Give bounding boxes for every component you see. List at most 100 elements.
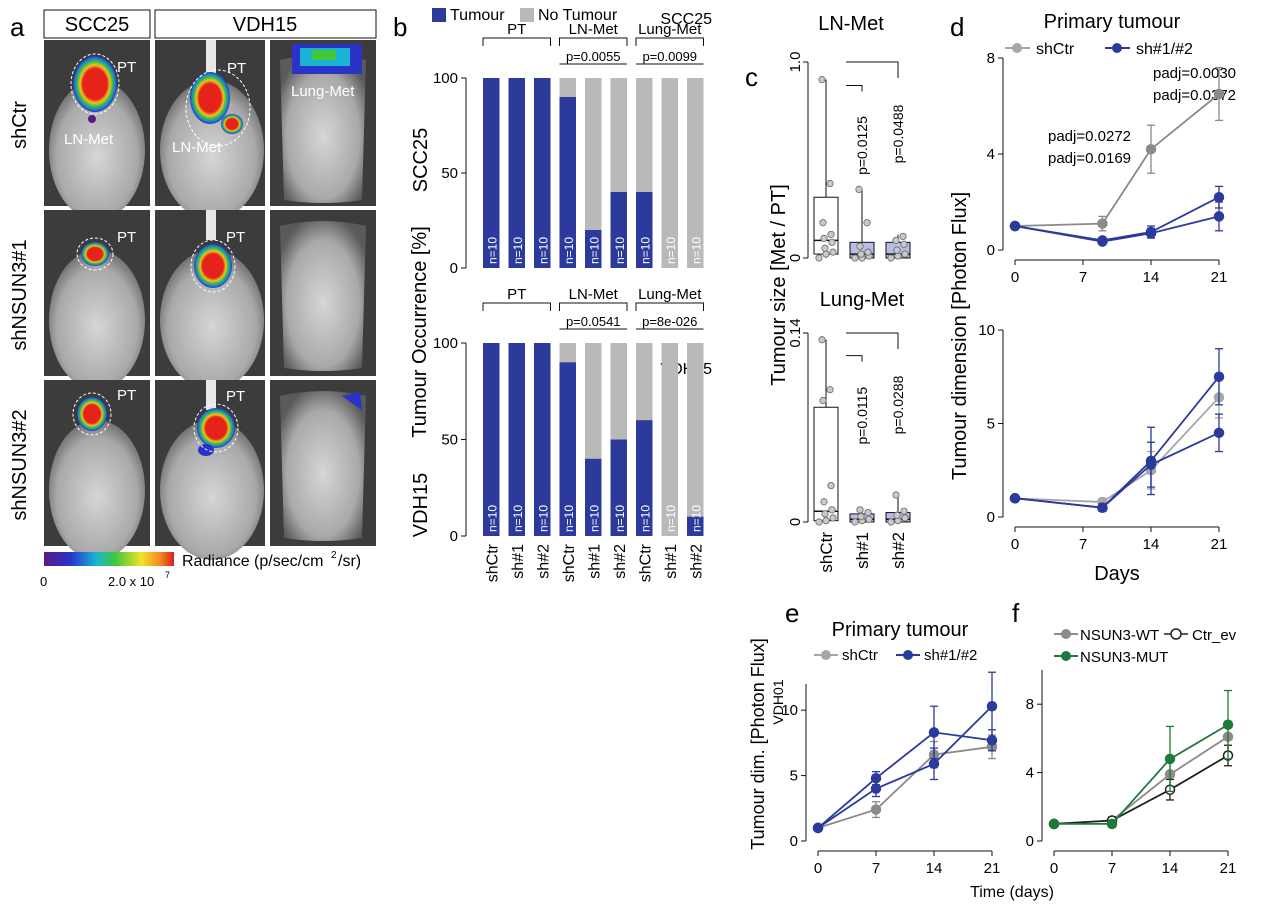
legend-marker-sh-d	[1112, 43, 1122, 53]
title-ln-met: LN-Met	[818, 13, 884, 35]
bar-tumour	[534, 343, 551, 536]
x-tick-label: 21	[984, 860, 1001, 877]
panel-a-images: a SCC25 VDH15 shCtr shNSUN3#1 shNSUN3#2 …	[9, 9, 377, 589]
box-point	[828, 238, 836, 246]
series-line	[1053, 735, 1229, 825]
label-pt-4: PT	[226, 229, 245, 246]
x-tick-label: 21	[1211, 536, 1228, 553]
x-tick-label: 14	[1143, 269, 1160, 286]
title-e: Primary tumour	[832, 619, 969, 641]
x-axis-label-d: Days	[1094, 563, 1140, 585]
legend-marker-sh-e	[903, 650, 913, 660]
series-line	[1014, 196, 1220, 242]
y-tick-label: 0	[787, 254, 804, 262]
y-tick-label: 10	[978, 322, 995, 339]
legend-no-tumour: No Tumour	[538, 7, 618, 24]
box-point	[827, 230, 835, 239]
legend-marker-wt	[1061, 629, 1071, 639]
x-tick-label: 0	[814, 860, 822, 877]
x-tick-label: 0	[1011, 269, 1019, 286]
x-tick-label: sh#1	[510, 544, 527, 579]
colorbar-min: 0	[40, 574, 47, 589]
panel-letter-f: f	[1012, 598, 1020, 628]
box-point	[857, 512, 865, 521]
x-tick-label: sh#1	[663, 544, 680, 579]
row-label-shctr: shCtr	[9, 101, 31, 149]
image-vdh15-sh2: PT	[155, 380, 265, 560]
y-tick-label: 100	[433, 335, 458, 352]
row-label-b-vdh15: VDH15	[410, 473, 432, 537]
box-point	[856, 506, 864, 514]
group-label: LN-Met	[569, 286, 619, 303]
image-vdh15-sh1-lung	[270, 210, 376, 376]
chart-c-ln-met: 0 1.0 p=0.0125 p=0.0488	[787, 52, 911, 262]
series-line	[1014, 93, 1220, 227]
group-label: Lung-Met	[638, 286, 702, 303]
p-value-label: p=0.0115	[854, 387, 870, 445]
bar-tumour	[585, 458, 602, 536]
series-line	[1014, 215, 1220, 243]
cell-line-vdh01: VDH01	[770, 679, 786, 724]
legend-tumour: Tumour	[450, 7, 505, 24]
y-tick-label: 5	[790, 768, 798, 785]
x-tick-label: 7	[1079, 536, 1087, 553]
x-tick-label: shCtr	[637, 543, 654, 582]
x-tick-label: 21	[1220, 860, 1237, 877]
colorbar-max-exponent: 7	[165, 570, 170, 580]
bar-n-label: n=10	[511, 237, 525, 264]
box-point	[822, 250, 830, 258]
p-value-label: p=0.0541	[566, 314, 621, 329]
box-point	[894, 252, 902, 260]
box-point	[820, 498, 828, 506]
label-pt-3: PT	[117, 229, 136, 246]
bar-n-label: n=10	[664, 505, 678, 532]
chart-d-vdh15: 0 5 10 0 7 14 21	[978, 322, 1227, 553]
box-point	[901, 250, 909, 258]
legend-sh-d: sh#1/#2	[1136, 41, 1193, 58]
x-tick-label: sh#1	[853, 532, 872, 569]
box-point	[887, 518, 895, 526]
significance-bracket	[846, 355, 863, 362]
chart-b-scc25: 0 50 100 n=10 n=10 n=10 n=10 n=10 n=10 n=10 n=10 n=…	[433, 21, 704, 277]
shared-x-axis-label: Time (days)	[970, 884, 1054, 901]
legend-marker-shctr-d	[1012, 43, 1022, 53]
y-tick-label: 0.14	[787, 318, 804, 347]
chart-e-vdh01: 0 5 10 0 7 14 21	[781, 671, 1001, 877]
y-tick-label: 50	[441, 432, 458, 449]
padj-b2: padj=0.0169	[1048, 150, 1131, 167]
box-point	[901, 514, 909, 522]
panel-letter-d: d	[950, 12, 964, 42]
title-lung-met: Lung-Met	[820, 289, 905, 311]
image-vdh15-shctr-lung: Lung-Met	[270, 40, 376, 206]
legend-marker-mut	[1061, 651, 1071, 661]
legend-shctr-e: shCtr	[842, 647, 878, 664]
row-label-b-scc25: SCC25	[410, 128, 432, 192]
label-lung-met: Lung-Met	[291, 83, 355, 100]
series-line	[1054, 723, 1229, 825]
image-scc25-sh1: PT	[44, 210, 150, 390]
series-line	[1014, 396, 1220, 503]
bar-no-tumour	[661, 78, 678, 268]
data-point	[1009, 220, 1021, 232]
data-point	[1106, 818, 1118, 830]
x-tick-label: sh#1	[586, 544, 603, 579]
box-point	[864, 248, 872, 256]
box-point	[851, 518, 859, 526]
panel-b-occurrence: b Tumour No Tumour SCC25 VDH15 SCC25 VDH…	[393, 7, 712, 582]
panel-letter-e: e	[785, 598, 799, 628]
colorbar-max: 2.0 x 10	[108, 574, 154, 589]
label-ln-met: LN-Met	[64, 131, 114, 148]
bar-no-tumour	[687, 78, 704, 268]
box-point	[829, 248, 837, 256]
y-tick-label: 0	[787, 518, 804, 526]
data-point	[1009, 493, 1021, 504]
box-point	[892, 491, 900, 499]
group-label: PT	[507, 21, 526, 38]
header-scc25-box	[43, 9, 151, 39]
panel-e-vdh01: e Primary tumour shCtr sh#1/#2 VDH01 Tum…	[748, 598, 1000, 877]
y-axis-label-e: Tumour dim. [Photon Flux]	[748, 638, 768, 849]
data-point	[1213, 88, 1225, 100]
data-point	[1145, 227, 1157, 239]
bar-tumour	[483, 78, 500, 268]
bar-tumour	[636, 420, 653, 536]
